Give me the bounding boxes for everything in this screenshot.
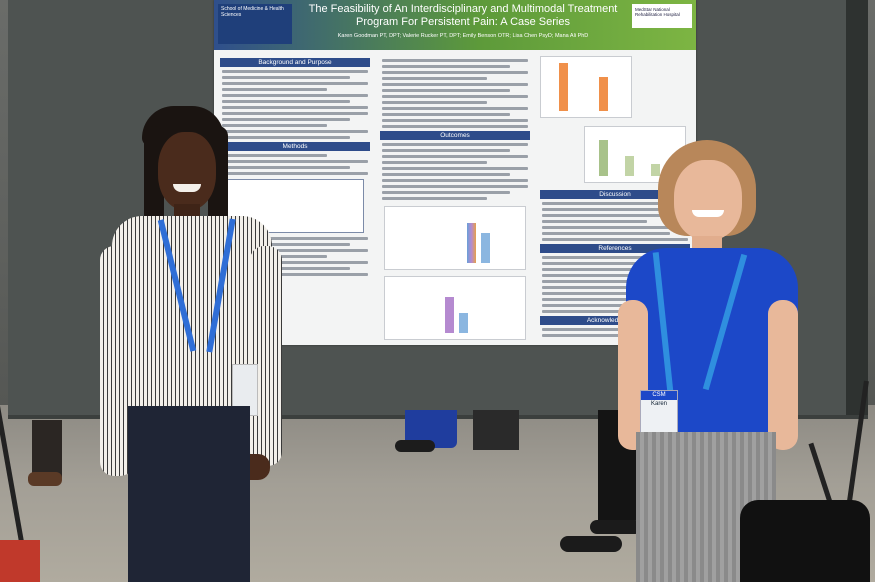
poster-authors: Karen Goodman PT, DPT; Valerie Rucker PT… <box>337 33 589 39</box>
badge-name: Karen <box>650 401 667 407</box>
outcomes-chart-1 <box>384 206 526 270</box>
section-methods: Methods <box>220 142 370 151</box>
section-acknowledgements: Acknowledgements <box>540 316 690 325</box>
school-logo: School of Medicine & Health Sciences <box>218 4 292 44</box>
dark-pants <box>128 406 250 582</box>
bag-left <box>0 540 40 582</box>
face-left <box>158 132 216 210</box>
background-person-left <box>10 420 90 490</box>
person-right: CSM Karen <box>618 140 803 582</box>
section-background: Background and Purpose <box>220 58 370 67</box>
poster-column-3: Discussion References Acknowledgements <box>540 56 690 341</box>
camera-bag <box>740 500 870 582</box>
section-discussion: Discussion <box>540 190 690 199</box>
hospital-logo: MedStar National Rehabilitation Hospital <box>632 4 692 28</box>
pain-chart <box>540 56 632 118</box>
poster-column-2: Outcomes <box>380 56 530 341</box>
poster-header: School of Medicine & Health Sciences The… <box>214 0 696 50</box>
research-poster: School of Medicine & Health Sciences The… <box>214 0 696 345</box>
face-right <box>674 160 742 240</box>
person-left <box>100 106 285 582</box>
camera-tripod <box>740 380 875 582</box>
section-outcomes: Outcomes <box>380 131 530 140</box>
function-chart <box>584 126 686 183</box>
outcomes-chart-2 <box>384 276 526 340</box>
background-person-legs <box>395 410 525 455</box>
poster-title: The Feasibility of An Interdisciplinary … <box>308 3 618 28</box>
easel-left <box>0 400 50 582</box>
section-references: References <box>540 244 690 253</box>
